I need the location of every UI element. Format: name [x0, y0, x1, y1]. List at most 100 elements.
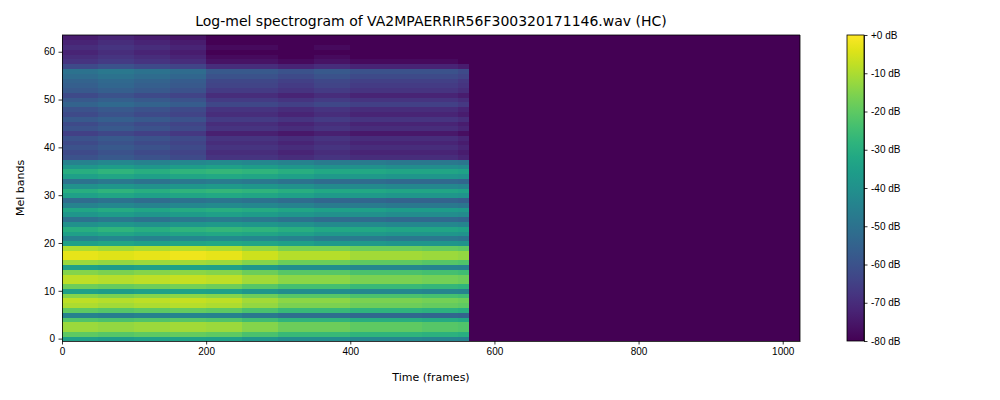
- tick: 200: [198, 341, 215, 357]
- heatmap-cell: [278, 112, 315, 117]
- heatmap-cell: [170, 40, 207, 45]
- heatmap-cell: [469, 126, 800, 131]
- heatmap-cell: [314, 260, 351, 265]
- heatmap-cell: [206, 49, 243, 54]
- heatmap-cell: [278, 183, 315, 188]
- heatmap-cell: [62, 202, 99, 207]
- heatmap-cell: [242, 260, 279, 265]
- heatmap-cell: [242, 64, 279, 69]
- heatmap-cell: [62, 59, 99, 64]
- colorbar-axis: +0 dB-10 dB-20 dB-30 dB-40 dB-50 dB-60 d…: [864, 30, 901, 347]
- heatmap-cell: [350, 274, 387, 279]
- heatmap-cell: [62, 322, 99, 327]
- heatmap-cell: [206, 45, 243, 50]
- tick-mark: [864, 73, 868, 74]
- heatmap-cell: [98, 293, 135, 298]
- heatmap-cell: [458, 279, 469, 284]
- heatmap-cell: [350, 322, 387, 327]
- heatmap-cell: [62, 336, 99, 341]
- tick: 0: [60, 341, 66, 357]
- heatmap-cell: [314, 217, 351, 222]
- heatmap-cell: [422, 64, 459, 69]
- tick: 400: [342, 341, 359, 357]
- heatmap-cell: [170, 121, 207, 126]
- heatmap-cell: [386, 169, 423, 174]
- heatmap-cell: [170, 188, 207, 193]
- heatmap-cell: [170, 54, 207, 59]
- heatmap-cell: [206, 308, 243, 313]
- heatmap-cell: [134, 231, 171, 236]
- heatmap-cell: [134, 322, 171, 327]
- heatmap-cell: [134, 250, 171, 255]
- heatmap-cell: [98, 331, 135, 336]
- tick-label: 1000: [772, 346, 795, 357]
- heatmap-cell: [469, 202, 800, 207]
- heatmap-cell: [278, 83, 315, 88]
- tick-mark: [62, 341, 63, 345]
- heatmap-cell: [170, 221, 207, 226]
- heatmap-cell: [350, 336, 387, 341]
- heatmap-cell: [469, 312, 800, 317]
- heatmap-cell: [98, 202, 135, 207]
- heatmap-cell: [422, 236, 459, 241]
- heatmap-cell: [206, 293, 243, 298]
- heatmap-cell: [278, 260, 315, 265]
- heatmap-cell: [134, 159, 171, 164]
- heatmap-cell: [422, 245, 459, 250]
- heatmap-cell: [206, 183, 243, 188]
- heatmap-cell: [242, 202, 279, 207]
- heatmap-cell: [206, 73, 243, 78]
- heatmap-cell: [458, 250, 469, 255]
- frame: [62, 35, 800, 36]
- heatmap-cell: [314, 92, 351, 97]
- tick: -70 dB: [864, 297, 901, 308]
- heatmap-cell: [134, 336, 171, 341]
- tick: 800: [631, 341, 648, 357]
- heatmap-cell: [62, 107, 99, 112]
- heatmap-cell: [314, 293, 351, 298]
- cells: [62, 35, 800, 341]
- heatmap-cell: [314, 145, 351, 150]
- tick-mark: [59, 147, 63, 148]
- heatmap-cell: [350, 49, 387, 54]
- heatmap-cell: [386, 135, 423, 140]
- heatmap-cell: [134, 183, 171, 188]
- heatmap-cell: [458, 169, 469, 174]
- heatmap-cell: [422, 260, 459, 265]
- heatmap-cell: [386, 193, 423, 198]
- heatmap-cell: [422, 135, 459, 140]
- heatmap-cell: [422, 35, 459, 40]
- heatmap-cell: [350, 202, 387, 207]
- heatmap-cell: [422, 274, 459, 279]
- heatmap-cell: [278, 126, 315, 131]
- heatmap-cell: [278, 298, 315, 303]
- heatmap-cell: [469, 284, 800, 289]
- heatmap-cell: [170, 126, 207, 131]
- heatmap-cell: [134, 49, 171, 54]
- heatmap-cell: [458, 288, 469, 293]
- heatmap-cell: [170, 83, 207, 88]
- heatmap-cell: [458, 35, 469, 40]
- heatmap-cell: [314, 174, 351, 179]
- heatmap-cell: [422, 73, 459, 78]
- heatmap-cell: [278, 193, 315, 198]
- heatmap-cell: [62, 112, 99, 117]
- heatmap-cell: [422, 241, 459, 246]
- heatmap-cell: [170, 217, 207, 222]
- heatmap-cell: [469, 288, 800, 293]
- heatmap-cell: [314, 245, 351, 250]
- heatmap-cell: [350, 241, 387, 246]
- heatmap-cell: [98, 178, 135, 183]
- heatmap-cell: [350, 145, 387, 150]
- heatmap-cell: [134, 121, 171, 126]
- heatmap-cell: [422, 159, 459, 164]
- heatmap-cell: [98, 126, 135, 131]
- heatmap-cell: [98, 112, 135, 117]
- heatmap-cell: [170, 193, 207, 198]
- tick: 60: [44, 46, 62, 57]
- heatmap-cell: [458, 164, 469, 169]
- heatmap-cell: [98, 68, 135, 73]
- heatmap-cell: [98, 174, 135, 179]
- heatmap-cell: [278, 198, 315, 203]
- heatmap-cell: [242, 308, 279, 313]
